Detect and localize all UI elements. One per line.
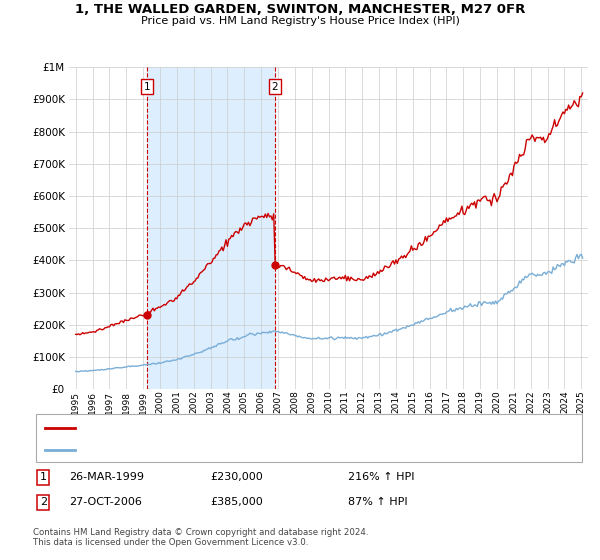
Text: 1: 1: [40, 472, 47, 482]
Text: 2: 2: [40, 497, 47, 507]
Text: 2: 2: [272, 82, 278, 91]
Text: 1, THE WALLED GARDEN, SWINTON, MANCHESTER, M27 0FR: 1, THE WALLED GARDEN, SWINTON, MANCHESTE…: [75, 3, 525, 16]
Text: 216% ↑ HPI: 216% ↑ HPI: [348, 472, 415, 482]
Text: 87% ↑ HPI: 87% ↑ HPI: [348, 497, 407, 507]
Text: 1, THE WALLED GARDEN, SWINTON, MANCHESTER, M27 0FR (detached house): 1, THE WALLED GARDEN, SWINTON, MANCHESTE…: [81, 423, 490, 433]
Text: £385,000: £385,000: [210, 497, 263, 507]
Text: 26-MAR-1999: 26-MAR-1999: [69, 472, 144, 482]
Text: 27-OCT-2006: 27-OCT-2006: [69, 497, 142, 507]
Bar: [147, 67, 275, 389]
Text: Price paid vs. HM Land Registry's House Price Index (HPI): Price paid vs. HM Land Registry's House …: [140, 16, 460, 26]
Text: Contains HM Land Registry data © Crown copyright and database right 2024.
This d: Contains HM Land Registry data © Crown c…: [33, 528, 368, 547]
Text: £230,000: £230,000: [210, 472, 263, 482]
Text: HPI: Average price, detached house, Salford: HPI: Average price, detached house, Salf…: [81, 445, 311, 455]
Text: 1: 1: [144, 82, 151, 91]
